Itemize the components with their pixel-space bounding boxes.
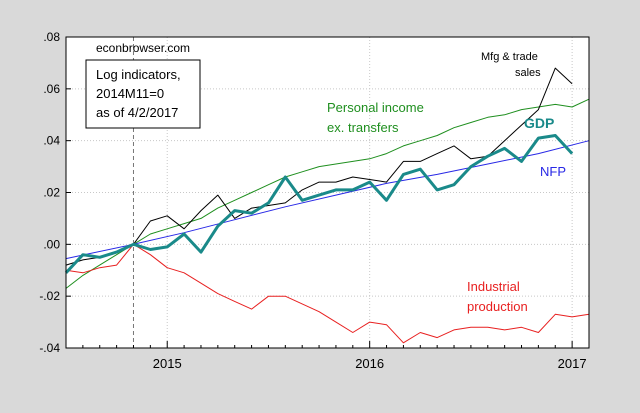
y-axis-ticks: .08 .06 .04 .02 .00 -.02 -.04 [39, 30, 71, 355]
series-labels: Mfg & trade sales Personal income ex. tr… [327, 51, 566, 314]
label-ip-line-1: Industrial [467, 279, 520, 294]
annotation-box: Log indicators, 2014M11=0 as of 4/2/2017 [85, 59, 201, 129]
x-tick-label: 2017 [558, 356, 587, 371]
label-income-line-1: Personal income [327, 100, 424, 115]
y-tick-label: -.02 [39, 289, 60, 303]
y-tick-label: .00 [43, 237, 60, 251]
y-tick-label: .02 [43, 186, 60, 200]
series-layer [64, 67, 590, 344]
label-mfg-line-1: Mfg & trade [481, 51, 538, 63]
series-line-nfp [65, 140, 590, 260]
x-tick-label: 2015 [153, 356, 182, 371]
series-line-personal-income-ex-transfers [65, 98, 590, 289]
y-tick-label: .06 [43, 82, 60, 96]
label-nfp: NFP [540, 164, 566, 179]
y-tick-label: -.04 [39, 341, 60, 355]
x-tick-label: 2016 [355, 356, 384, 371]
annotation-line-3: as of 4/2/2017 [96, 105, 178, 120]
label-ip-line-2: production [467, 299, 528, 314]
label-mfg-line-2: sales [515, 67, 541, 79]
y-tick-label: .08 [43, 30, 60, 44]
x-axis-ticks: 2015 2016 2017 [65, 341, 590, 371]
series-line-gdp [64, 134, 574, 274]
series-line-industrial-production [65, 243, 590, 344]
watermark: econbrowser.com [96, 41, 190, 55]
annotation-line-1: Log indicators, [96, 67, 181, 82]
y-tick-label: .04 [43, 134, 60, 148]
annotation-line-2: 2014M11=0 [96, 86, 164, 101]
label-income-line-2: ex. transfers [327, 120, 399, 135]
label-gdp: GDP [524, 115, 554, 131]
